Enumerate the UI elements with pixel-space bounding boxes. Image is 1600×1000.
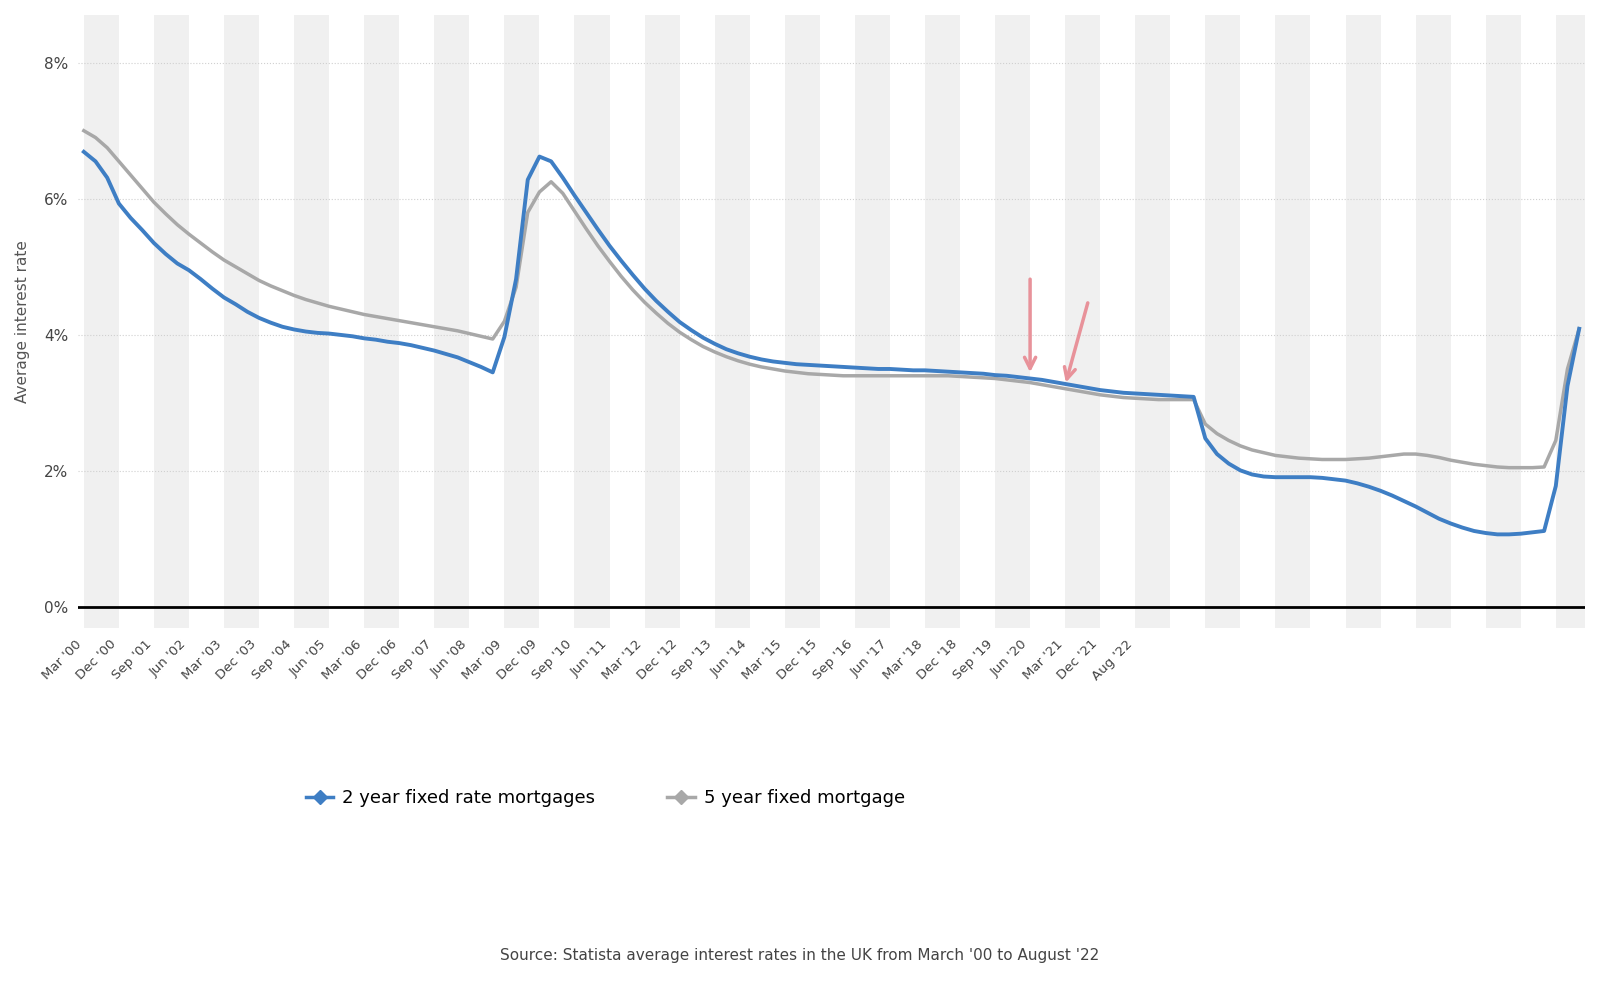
Bar [995, 15, 1030, 628]
5 year fixed mortgage [144, 196, 163, 208]
Bar [715, 15, 750, 628]
5 year fixed mortgage [1382, 449, 1402, 461]
Bar [1066, 15, 1101, 628]
Bar [365, 15, 400, 628]
Bar [1346, 15, 1381, 628]
5 year fixed mortgage [483, 333, 502, 345]
5 year fixed mortgage [962, 371, 981, 383]
Bar [925, 15, 960, 628]
5 year fixed mortgage [1499, 462, 1518, 474]
2 year fixed rate mortgages [1488, 528, 1507, 540]
5 year fixed mortgage [74, 125, 93, 137]
Bar [504, 15, 539, 628]
Bar [1275, 15, 1310, 628]
2 year fixed rate mortgages [1254, 471, 1274, 483]
Line: 5 year fixed mortgage: 5 year fixed mortgage [83, 131, 1579, 468]
Bar [83, 15, 118, 628]
Bar [1486, 15, 1520, 628]
5 year fixed mortgage [1570, 323, 1589, 335]
Bar [1416, 15, 1451, 628]
Bar [1136, 15, 1170, 628]
Text: Source: Statista average interest rates in the UK from March '00 to August '22: Source: Statista average interest rates … [501, 948, 1099, 963]
5 year fixed mortgage [858, 370, 877, 382]
Bar [784, 15, 819, 628]
Legend: 2 year fixed rate mortgages, 5 year fixed mortgage: 2 year fixed rate mortgages, 5 year fixe… [299, 782, 912, 815]
2 year fixed rate mortgages [858, 362, 877, 374]
Bar [574, 15, 610, 628]
2 year fixed rate mortgages [144, 237, 163, 249]
2 year fixed rate mortgages [483, 366, 502, 378]
Bar [1555, 15, 1590, 628]
2 year fixed rate mortgages [74, 146, 93, 158]
Line: 2 year fixed rate mortgages: 2 year fixed rate mortgages [83, 152, 1579, 534]
2 year fixed rate mortgages [1570, 323, 1589, 335]
Bar [1205, 15, 1240, 628]
Y-axis label: Average interest rate: Average interest rate [14, 240, 30, 403]
Bar [224, 15, 259, 628]
Bar [154, 15, 189, 628]
Bar [645, 15, 680, 628]
5 year fixed mortgage [1254, 447, 1274, 459]
Bar [294, 15, 330, 628]
Bar [434, 15, 469, 628]
2 year fixed rate mortgages [1382, 490, 1402, 502]
Bar [854, 15, 890, 628]
2 year fixed rate mortgages [962, 367, 981, 379]
